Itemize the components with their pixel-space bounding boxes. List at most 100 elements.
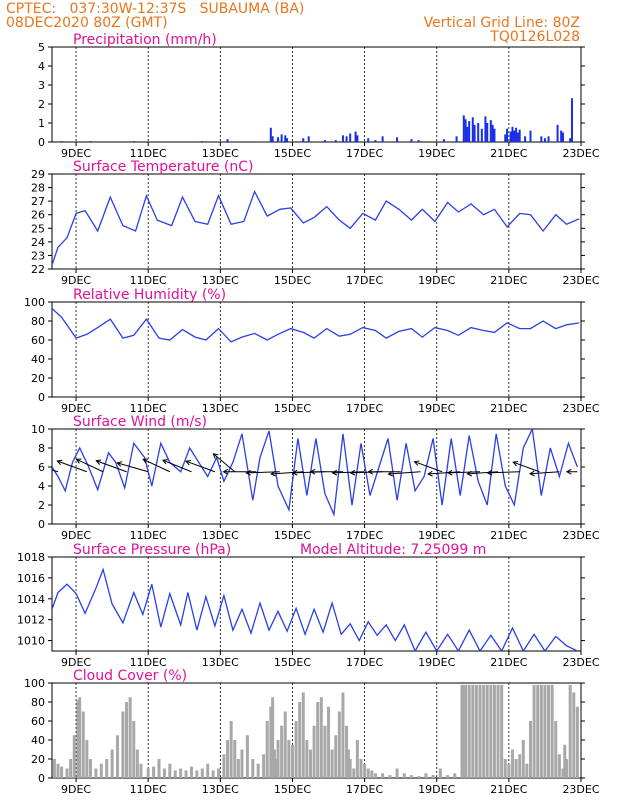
pressure-data — [52, 567, 578, 651]
precipitation-bar — [466, 126, 469, 142]
wind-frame — [51, 428, 582, 525]
cloud-cover-bar — [561, 768, 565, 778]
cloud-cover-bar — [543, 684, 547, 778]
cloud-cover-bar — [417, 776, 421, 778]
cloud-cover-bar — [78, 697, 82, 778]
precipitation-bar — [345, 136, 348, 142]
humidity-ytick-label: 80 — [31, 315, 45, 328]
cloud-cover-bar — [105, 759, 109, 778]
precipitation-bar — [60, 141, 63, 142]
wind-vector-head — [349, 469, 356, 476]
precipitation-bar — [477, 123, 480, 142]
wind-vector-shaft — [271, 471, 304, 475]
cloud-cover-bar — [251, 759, 255, 778]
humidity-ytick-label: 100 — [24, 296, 45, 309]
precipitation-bar — [518, 129, 521, 142]
cloud-cover-bar — [290, 744, 294, 778]
wind-vector-shaft — [162, 459, 192, 473]
wind-vector-shaft — [185, 460, 216, 473]
panels-group: 9DEC 11DEC 13DEC 15DEC 17DEC 19DEC 21DEC 23DEC0… — [17, 32, 600, 796]
wind-vector — [212, 453, 236, 473]
cloud-cover-bar — [489, 684, 493, 778]
precipitation-bar — [464, 119, 467, 142]
precipitation-bar — [354, 131, 357, 142]
precipitation-frame — [51, 46, 582, 143]
pressure-ytick-label: 1018 — [17, 551, 45, 564]
cloud-cover-bar — [189, 766, 193, 778]
cloud-cover-bar — [272, 749, 276, 778]
humidity-data — [52, 308, 580, 343]
precipitation-bar — [493, 128, 496, 142]
wind-vector-shaft — [76, 458, 104, 473]
wind-vector-shaft — [428, 471, 461, 475]
precipitation-ytick-label: 0 — [38, 136, 45, 149]
wind-vector-head — [367, 468, 374, 475]
wind-vector — [161, 459, 192, 473]
precipitation-panel: 9DEC 11DEC 13DEC 15DEC 17DEC 19DEC 21DEC 23DEC 0… — [38, 32, 600, 160]
precipitation-bar — [511, 126, 514, 142]
humidity-panel: 9DEC 11DEC 13DEC 15DEC 17DEC 19DEC 21DEC 23DEC 0… — [24, 287, 600, 415]
humidity-ytick-label: 40 — [31, 353, 45, 366]
pressure-xtick-label: 15DEC — [274, 656, 311, 669]
cloud-cover-bar — [355, 740, 359, 778]
wind-vector-shaft — [96, 460, 127, 473]
wind-vector-shaft — [212, 453, 236, 473]
cloud-cover-bar — [572, 692, 576, 778]
pressure-ytick-label: 1012 — [17, 614, 45, 627]
wind-vector-head — [486, 469, 493, 476]
cloud-cover-ytick-label: 100 — [24, 677, 45, 690]
humidity-ytick-label: 20 — [31, 372, 45, 385]
cloud-cover-bar — [139, 763, 143, 778]
temperature-frame — [51, 173, 582, 270]
cloud-cover-bar — [345, 725, 349, 778]
cloud-cover-bar — [510, 749, 514, 778]
cloud-cover-bar — [575, 706, 579, 778]
temperature-panel: 9DEC 11DEC 13DEC 15DEC 17DEC 19DEC 21DEC 23DEC 2… — [31, 159, 600, 287]
wind-xtick-label: 9DEC — [61, 529, 91, 542]
precipitation-bar — [284, 135, 287, 142]
precipitation-bar — [201, 141, 204, 142]
wind-vector-shaft — [57, 460, 88, 473]
wind-xtick-label: 17DEC — [346, 529, 383, 542]
wind-vector-head — [291, 469, 298, 476]
cloud-cover-bar — [460, 684, 464, 778]
wind-vector-shaft — [487, 471, 520, 474]
wind-series-line — [52, 429, 579, 518]
precipitation-bar — [226, 139, 229, 142]
cloud-cover-bar — [363, 763, 367, 778]
precipitation-bar — [367, 138, 370, 142]
precipitation-bar — [556, 124, 559, 142]
cloud-cover-bar — [319, 697, 323, 778]
cloud-cover-bar — [525, 763, 529, 778]
cloud-cover-bar — [334, 735, 338, 778]
cloud-cover-bar — [76, 700, 80, 778]
cloud-cover-bar — [305, 740, 309, 778]
cloud-cover-bar — [265, 721, 269, 778]
cloud-cover-bar — [65, 768, 69, 778]
temperature-xtick-label: 9DEC — [61, 274, 91, 287]
precipitation-bar — [504, 134, 507, 142]
temperature-title: Surface Temperature (nC) — [73, 159, 254, 175]
cloud-cover-bar — [152, 766, 156, 778]
cloud-cover-xtick-label: 17DEC — [346, 783, 383, 796]
cloud-cover-bar — [168, 763, 172, 778]
cloud-cover-bar — [72, 735, 76, 778]
cloud-cover-bar — [464, 684, 468, 778]
wind-panel: 9DEC 11DEC 13DEC 15DEC 17DEC 19DEC 21DEC 23DEC 0… — [31, 414, 600, 542]
cloud-cover-bar — [366, 768, 370, 778]
cloud-cover-bar — [128, 697, 132, 778]
cloud-cover-bar — [256, 763, 260, 778]
precipitation-bar — [547, 136, 550, 142]
wind-vector — [75, 458, 104, 473]
wind-xtick-label: 21DEC — [490, 529, 527, 542]
wind-vector-head — [270, 470, 276, 477]
wind-vector — [222, 468, 257, 475]
humidity-xtick-label: 11DEC — [130, 402, 167, 415]
cloud-cover-bar — [478, 684, 482, 778]
pressure-series-line — [52, 567, 578, 651]
cloud-cover-bar — [245, 735, 249, 778]
cloud-cover-xtick-label: 23DEC — [562, 783, 599, 796]
temperature-series-line — [52, 189, 580, 266]
precipitation-bar — [484, 116, 487, 142]
